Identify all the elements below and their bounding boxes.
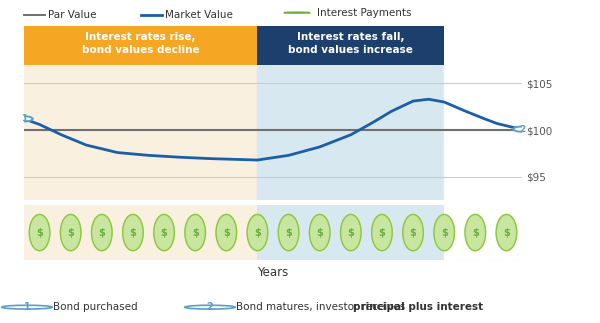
Text: $: $ bbox=[192, 228, 199, 237]
Text: 2: 2 bbox=[206, 302, 214, 312]
Circle shape bbox=[92, 214, 112, 251]
Circle shape bbox=[29, 214, 50, 251]
Text: $: $ bbox=[67, 228, 74, 237]
Text: Interest rates fall,
bond values increase: Interest rates fall, bond values increas… bbox=[289, 32, 413, 55]
Circle shape bbox=[154, 214, 175, 251]
Circle shape bbox=[496, 214, 517, 251]
Text: $: $ bbox=[285, 228, 292, 237]
Text: $: $ bbox=[316, 228, 323, 237]
Text: Years: Years bbox=[257, 266, 289, 279]
Text: $: $ bbox=[130, 228, 136, 237]
Bar bbox=[257, 65, 444, 200]
Text: Bond matures, investor receives: Bond matures, investor receives bbox=[236, 302, 409, 312]
Text: 1: 1 bbox=[21, 114, 27, 123]
Text: $: $ bbox=[472, 228, 479, 237]
FancyBboxPatch shape bbox=[24, 205, 257, 260]
Text: Par Value: Par Value bbox=[48, 10, 97, 19]
Circle shape bbox=[247, 214, 268, 251]
Bar bbox=[444, 65, 522, 200]
Text: $: $ bbox=[36, 228, 43, 237]
Text: $: $ bbox=[379, 228, 385, 237]
Circle shape bbox=[122, 214, 143, 251]
Circle shape bbox=[403, 214, 424, 251]
Text: 1: 1 bbox=[23, 302, 31, 312]
Circle shape bbox=[216, 214, 236, 251]
Bar bbox=[24, 65, 257, 200]
Text: $: $ bbox=[223, 228, 230, 237]
Circle shape bbox=[278, 214, 299, 251]
Circle shape bbox=[185, 214, 205, 251]
Text: Bond purchased: Bond purchased bbox=[53, 302, 137, 312]
Circle shape bbox=[61, 214, 81, 251]
FancyBboxPatch shape bbox=[24, 26, 257, 65]
Circle shape bbox=[310, 214, 330, 251]
Text: $: $ bbox=[410, 228, 416, 237]
Text: $: $ bbox=[98, 228, 105, 237]
Text: principal plus interest: principal plus interest bbox=[353, 302, 483, 312]
FancyBboxPatch shape bbox=[444, 205, 522, 260]
Text: $: $ bbox=[161, 228, 167, 237]
Text: Interest Payments: Interest Payments bbox=[317, 8, 412, 18]
Circle shape bbox=[284, 12, 310, 13]
Circle shape bbox=[371, 214, 392, 251]
Text: 2: 2 bbox=[519, 125, 525, 134]
Text: Interest rates rise,
bond values decline: Interest rates rise, bond values decline bbox=[82, 32, 200, 55]
Circle shape bbox=[513, 127, 531, 132]
Text: $: $ bbox=[347, 228, 354, 237]
Circle shape bbox=[341, 214, 361, 251]
FancyBboxPatch shape bbox=[257, 26, 444, 65]
Text: $: $ bbox=[441, 228, 448, 237]
Circle shape bbox=[434, 214, 454, 251]
Circle shape bbox=[465, 214, 485, 251]
FancyBboxPatch shape bbox=[257, 205, 444, 260]
Text: Market Value: Market Value bbox=[165, 10, 233, 19]
Circle shape bbox=[15, 116, 33, 121]
Text: $: $ bbox=[503, 228, 510, 237]
Text: $: $ bbox=[254, 228, 261, 237]
